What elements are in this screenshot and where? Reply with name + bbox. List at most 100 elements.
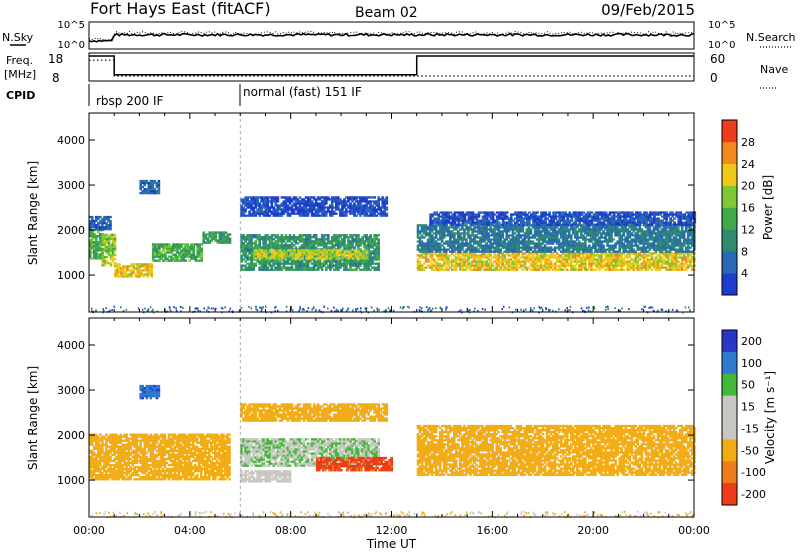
heatmap-cell bbox=[594, 247, 597, 249]
heatmap-cell bbox=[386, 196, 389, 198]
heatmap-cell bbox=[622, 232, 625, 234]
heatmap-cell bbox=[631, 232, 634, 234]
heatmap-cell bbox=[417, 228, 420, 230]
heatmap-cell bbox=[351, 236, 354, 238]
date-label: 09/Feb/2015 bbox=[601, 1, 695, 19]
heatmap-cell bbox=[485, 226, 488, 228]
heatmap-cell bbox=[287, 260, 290, 262]
heatmap-cell bbox=[604, 251, 607, 253]
heatmap-cell bbox=[303, 198, 306, 200]
heatmap-cell bbox=[267, 267, 270, 269]
heatmap-cell bbox=[386, 206, 389, 208]
heatmap-cell bbox=[522, 269, 525, 271]
heatmap-cell bbox=[471, 263, 474, 265]
heatmap-cell bbox=[227, 236, 230, 238]
heatmap-cell bbox=[600, 242, 603, 244]
heatmap-cell bbox=[637, 263, 640, 265]
heatmap-cell bbox=[582, 254, 585, 256]
heatmap-cell bbox=[277, 196, 280, 198]
heatmap-cell bbox=[365, 234, 368, 236]
heatmap-cell bbox=[99, 245, 102, 247]
heatmap-cell bbox=[327, 236, 330, 238]
heatmap-cell bbox=[114, 246, 117, 248]
heatmap-cell bbox=[546, 228, 549, 230]
heatmap-cell bbox=[301, 236, 304, 238]
heatmap-cell bbox=[152, 186, 155, 188]
heatmap-cell bbox=[586, 269, 589, 271]
heatmap-cell bbox=[350, 255, 353, 257]
heatmap-cell bbox=[158, 247, 161, 249]
heatmap-cell bbox=[598, 269, 601, 271]
heatmap-cell bbox=[560, 267, 563, 269]
heatmap-cell bbox=[489, 240, 492, 242]
heatmap-cell bbox=[343, 240, 346, 242]
heatmap-cell bbox=[311, 211, 314, 213]
heatmap-cell bbox=[526, 269, 529, 271]
heatmap-cell bbox=[200, 251, 203, 253]
heatmap-cell bbox=[289, 251, 292, 253]
heatmap-cell bbox=[377, 248, 380, 250]
heatmap-cell bbox=[612, 249, 615, 251]
beam-label: Beam 02 bbox=[355, 5, 418, 21]
heatmap-cell bbox=[331, 202, 334, 204]
heatmap-cell bbox=[244, 265, 247, 267]
heatmap-cell bbox=[309, 260, 312, 262]
heatmap-cell bbox=[311, 255, 314, 257]
heatmap-cell bbox=[158, 192, 161, 194]
heatmap-cell bbox=[620, 240, 623, 242]
heatmap-cell bbox=[361, 238, 364, 240]
heatmap-cell bbox=[592, 256, 595, 258]
heatmap-cell bbox=[540, 263, 543, 265]
heatmap-cell bbox=[677, 226, 680, 228]
heatmap-cell bbox=[649, 249, 652, 251]
heatmap-cell bbox=[337, 196, 340, 198]
heatmap-cell bbox=[497, 247, 500, 249]
heatmap-cell bbox=[518, 232, 521, 234]
heatmap-cell bbox=[584, 245, 587, 247]
heatmap-cell bbox=[114, 236, 117, 238]
heatmap-cell bbox=[665, 249, 668, 251]
heatmap-cell bbox=[528, 251, 531, 253]
heatmap-cell bbox=[273, 265, 276, 267]
heatmap-cell bbox=[538, 269, 541, 271]
heatmap-cell bbox=[584, 267, 587, 269]
heatmap-cell bbox=[386, 200, 389, 202]
heatmap-cell bbox=[665, 228, 668, 230]
heatmap-cell bbox=[598, 238, 601, 240]
heatmap-cell bbox=[108, 242, 111, 244]
heatmap-cell bbox=[501, 236, 504, 238]
heatmap-cell bbox=[419, 263, 422, 265]
heatmap-cell bbox=[303, 251, 306, 253]
heatmap-cell bbox=[260, 208, 263, 210]
heatmap-cell bbox=[614, 247, 617, 249]
heatmap-cell bbox=[313, 244, 316, 246]
heatmap-cell bbox=[315, 246, 318, 248]
heatmap-cell bbox=[160, 251, 163, 253]
heatmap-cell bbox=[325, 263, 328, 265]
heatmap-cell bbox=[639, 226, 642, 228]
heatmap-cell bbox=[273, 238, 276, 240]
heatmap-cell bbox=[307, 265, 310, 267]
heatmap-cell bbox=[499, 249, 502, 251]
heatmap-cell bbox=[325, 269, 328, 271]
heatmap-cell bbox=[590, 265, 593, 267]
heatmap-cell bbox=[417, 226, 420, 228]
heatmap-cell bbox=[633, 269, 636, 271]
heatmap-cell bbox=[647, 269, 650, 271]
heatmap-cell bbox=[377, 204, 380, 206]
heatmap-cell bbox=[505, 232, 508, 234]
heatmap-cell bbox=[132, 265, 135, 267]
heatmap-cell bbox=[419, 260, 422, 262]
heatmap-cell bbox=[463, 236, 466, 238]
heatmap-cell bbox=[645, 256, 648, 258]
noise-tick-high-right: 10^5 bbox=[708, 20, 735, 31]
heatmap-cell bbox=[580, 269, 583, 271]
heatmap-cell bbox=[570, 263, 573, 265]
heatmap-cell bbox=[162, 249, 165, 251]
heatmap-cell bbox=[104, 264, 107, 266]
heatmap-cell bbox=[99, 247, 102, 249]
heatmap-cell bbox=[154, 180, 157, 182]
heatmap-cell bbox=[291, 267, 294, 269]
heatmap-cell bbox=[160, 258, 163, 260]
heatmap-cell bbox=[564, 232, 567, 234]
